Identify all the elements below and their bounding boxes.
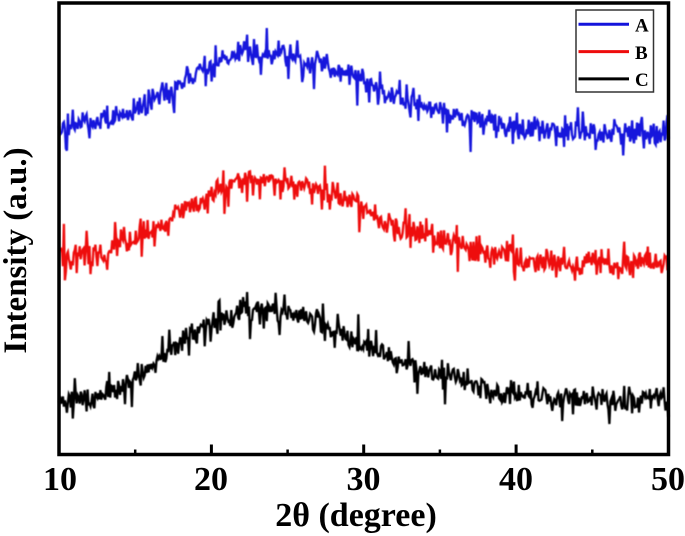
svg-text:C: C: [635, 70, 649, 91]
svg-text:A: A: [635, 16, 649, 37]
svg-text:20: 20: [194, 461, 228, 498]
svg-text:Intensity (a.u.): Intensity (a.u.): [0, 147, 34, 353]
svg-text:50: 50: [651, 461, 685, 498]
svg-text:10: 10: [43, 461, 77, 498]
svg-text:2θ (degree): 2θ (degree): [275, 497, 437, 534]
svg-text:40: 40: [499, 461, 533, 498]
svg-text:B: B: [635, 43, 648, 64]
svg-text:30: 30: [347, 461, 381, 498]
